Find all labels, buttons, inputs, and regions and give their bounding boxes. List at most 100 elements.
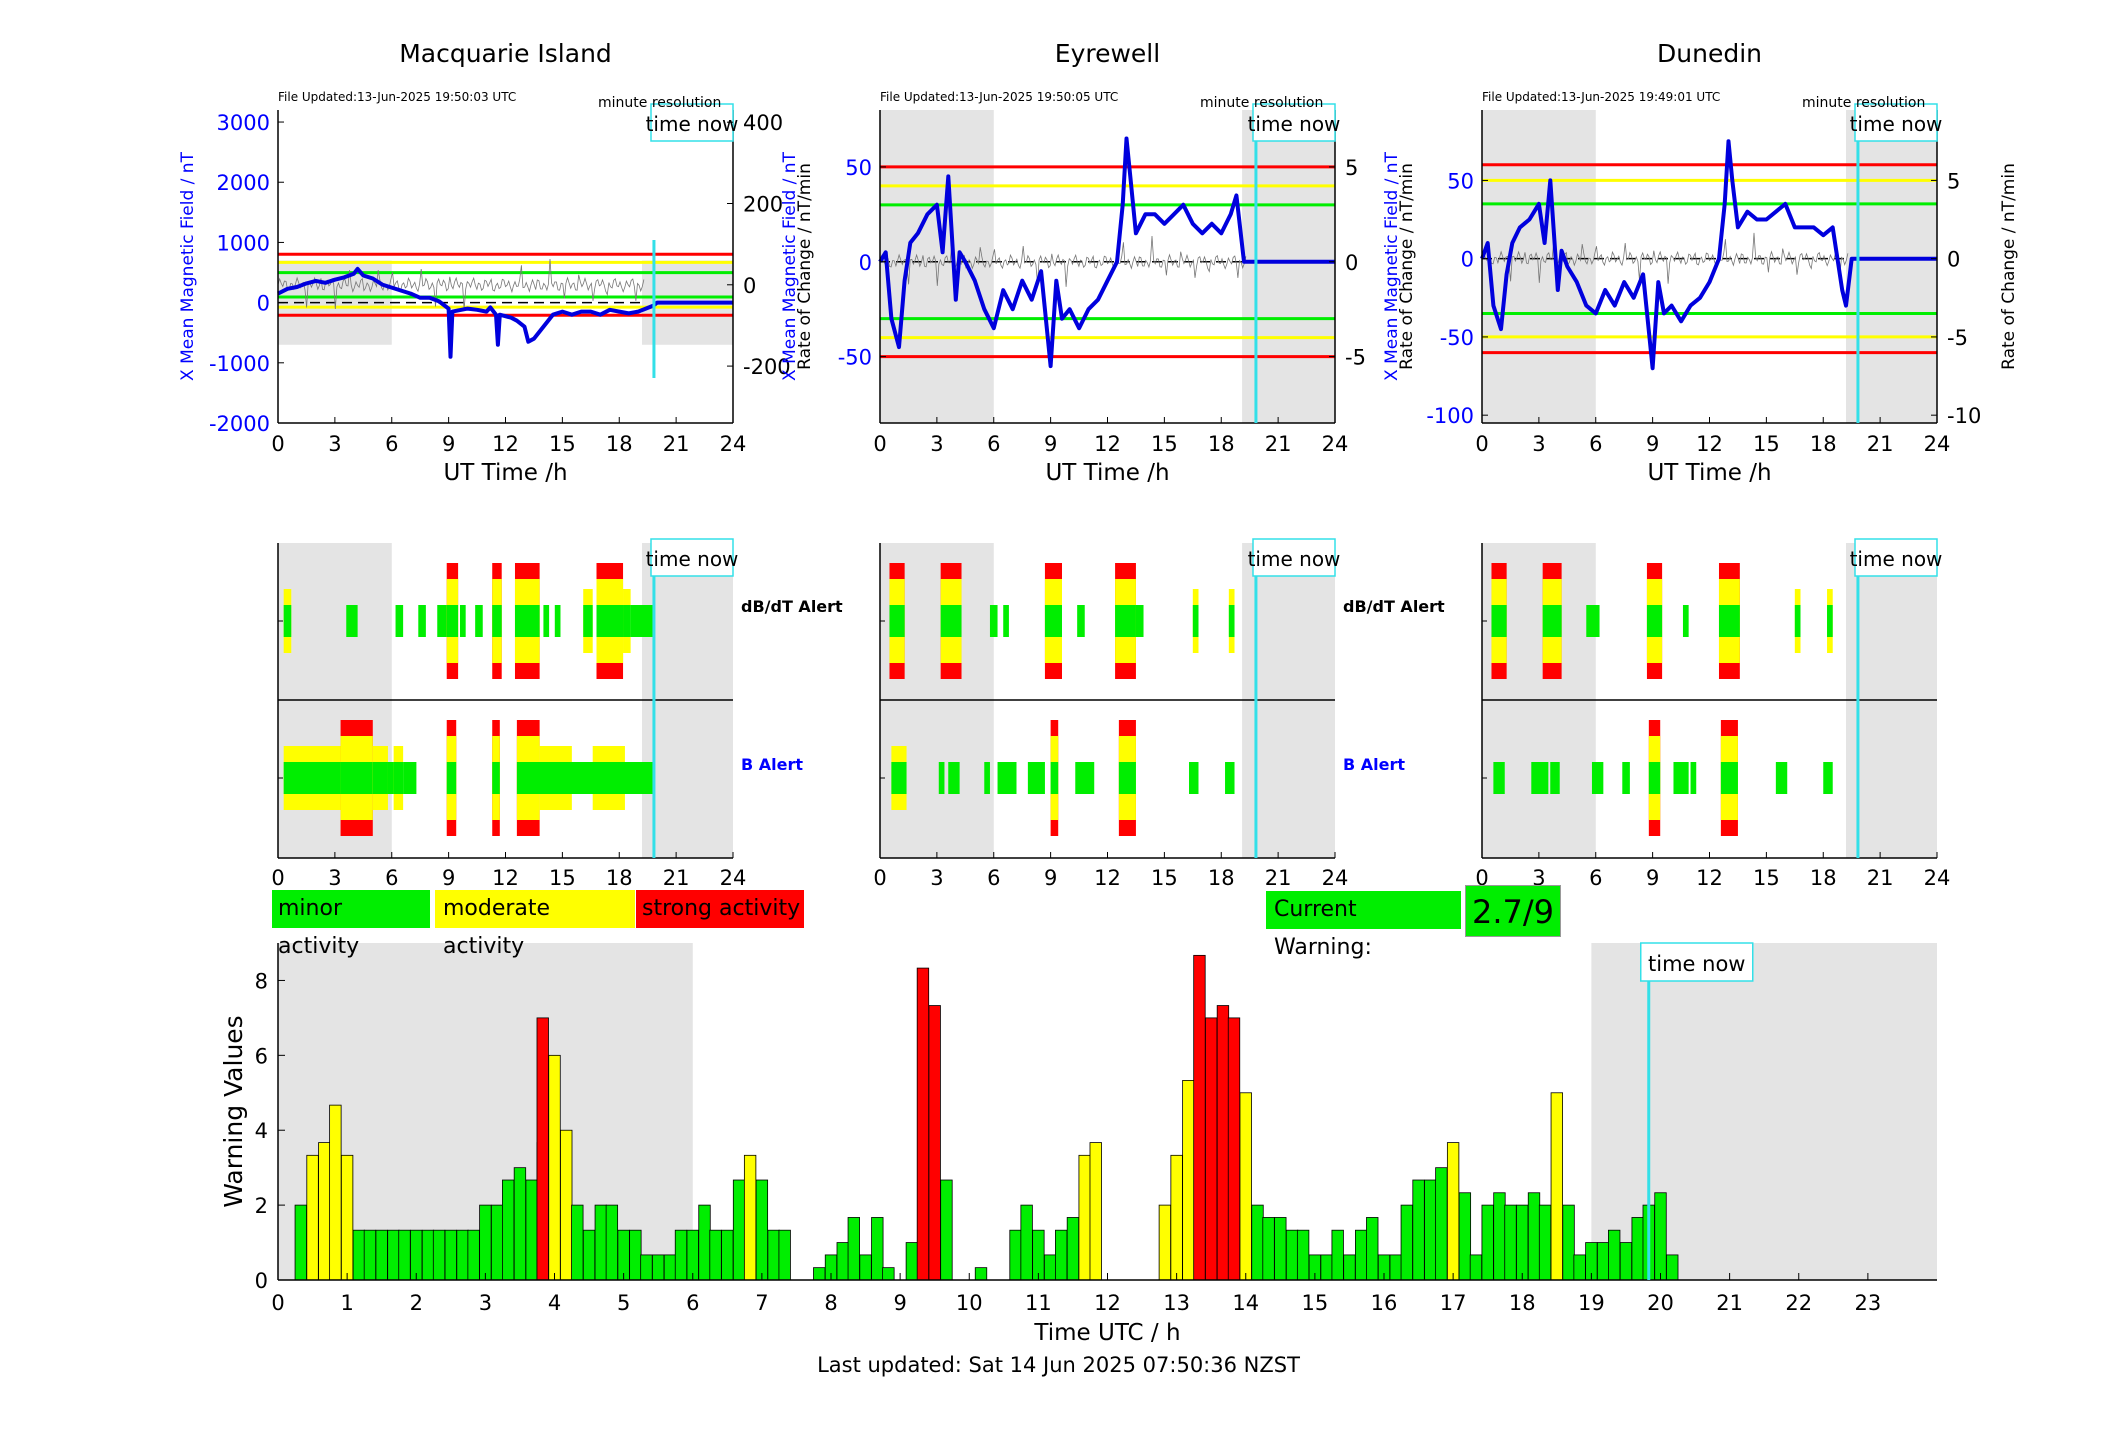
warning-bar <box>813 1267 826 1281</box>
alert-x-tick-label: 6 <box>987 866 1000 890</box>
warning-bar <box>1066 1217 1080 1281</box>
alert-now-label: time now <box>1850 547 1943 571</box>
warning-bar <box>318 1142 331 1281</box>
y-tick-label-right: 5 <box>1947 169 1960 193</box>
x-tick-label: 21 <box>663 432 690 456</box>
warning-bar <box>525 1179 538 1281</box>
chart-x-tick-label: 6 <box>686 1291 699 1315</box>
night-shading <box>1846 110 1937 423</box>
x-tick-label: 6 <box>987 432 1000 456</box>
y-tick-label-right: 0 <box>1947 248 1960 272</box>
field-trace <box>1480 139 1937 371</box>
chart-x-tick-label: 4 <box>548 1291 561 1315</box>
alert-block-minor <box>520 762 654 794</box>
warning-bar <box>1573 1254 1586 1281</box>
warning-bar <box>1216 1005 1230 1281</box>
now-label: time now <box>1850 112 1943 136</box>
warning-bar <box>340 1154 354 1281</box>
rate-trace <box>277 258 645 310</box>
warning-bar <box>778 1229 791 1281</box>
alert-block-minor <box>395 605 404 637</box>
y-axis-label-left: X Mean Magnetic Field / nT <box>1382 151 1402 381</box>
chart-x-tick-label: 15 <box>1302 1291 1329 1315</box>
warning-bar <box>732 1179 746 1281</box>
alert-block-minor <box>596 605 624 637</box>
chart-x-axis-label: Time UTC / h <box>1033 1320 1180 1346</box>
warning-bar <box>721 1229 734 1281</box>
warning-bar <box>467 1229 480 1281</box>
alert-block-minor <box>283 762 341 794</box>
chart-x-tick-label: 23 <box>1855 1291 1882 1315</box>
y-tick-label-left: -50 <box>838 346 872 370</box>
warning-bar <box>1285 1229 1299 1281</box>
alert-x-tick-label: 9 <box>442 866 455 890</box>
alert-x-tick-label: 15 <box>1151 866 1178 890</box>
y-tick-label-right: -10 <box>1947 404 1981 428</box>
alert-block-minor <box>543 605 550 637</box>
warning-bar <box>1182 1080 1195 1281</box>
chart-x-tick-label: 12 <box>1094 1291 1121 1315</box>
alert-block-minor <box>1794 605 1801 637</box>
alert-block-minor <box>1648 762 1661 794</box>
warning-bar <box>1078 1154 1091 1281</box>
warning-bar <box>767 1229 780 1281</box>
y-tick-label-left: 0 <box>257 292 270 316</box>
y-axis-label-right: Rate of Change / nT/min <box>1999 163 2019 370</box>
alert-block-minor <box>940 605 962 637</box>
chart-x-tick-label: 7 <box>755 1291 768 1315</box>
night-shading <box>880 110 994 423</box>
warning-bar <box>640 1254 653 1281</box>
warning-bar <box>605 1204 619 1281</box>
warning-bar <box>1562 1204 1575 1281</box>
warning-bar <box>836 1242 849 1281</box>
alert-x-tick-label: 24 <box>1322 866 1349 890</box>
x-tick-label: 0 <box>1475 432 1488 456</box>
warning-bar <box>1320 1254 1333 1281</box>
chart-x-tick-label: 9 <box>893 1291 906 1315</box>
alert-x-tick-label: 12 <box>1094 866 1121 890</box>
y-tick-label-left: 3000 <box>217 111 270 135</box>
warning-bar <box>1032 1229 1045 1281</box>
alert-x-tick-label: 18 <box>1810 866 1837 890</box>
dbdt-alert-label: dB/dT Alert <box>741 597 843 616</box>
y-tick-label-left: 1000 <box>217 231 270 255</box>
alert-x-tick-label: 0 <box>873 866 886 890</box>
x-tick-label: 3 <box>328 432 341 456</box>
warning-bar <box>363 1229 377 1281</box>
alert-block-minor <box>1823 762 1833 794</box>
warning-bar <box>940 1179 953 1281</box>
warning-bar <box>513 1167 527 1281</box>
alert-block-minor <box>1491 605 1507 637</box>
x-tick-label: 24 <box>1322 432 1349 456</box>
alert-x-tick-label: 18 <box>1208 866 1235 890</box>
warning-bar <box>674 1229 688 1281</box>
chart-x-tick-label: 3 <box>479 1291 492 1315</box>
y-tick-label-right: 0 <box>743 274 756 298</box>
alert-now-label: time now <box>646 547 739 571</box>
warning-bar <box>1458 1192 1472 1281</box>
warning-bar <box>1239 1092 1252 1281</box>
y-tick-label-right: 5 <box>1345 156 1358 180</box>
x-tick-label: 0 <box>271 432 284 456</box>
x-axis-label: UT Time /h <box>443 460 567 486</box>
alert-x-tick-label: 24 <box>720 866 747 890</box>
alert-block-minor <box>583 605 593 637</box>
chart-y-tick-label: 0 <box>255 1269 268 1293</box>
legend-strong: strong activity <box>636 890 804 928</box>
x-tick-label: 9 <box>442 432 455 456</box>
now-label: time now <box>646 112 739 136</box>
alert-block-minor <box>948 762 960 794</box>
station-title: Macquarie Island <box>399 39 612 68</box>
warning-bar <box>502 1179 515 1281</box>
y-axis-label-right: Rate of Change / nT/min <box>795 163 815 370</box>
alert-block-minor <box>554 605 561 637</box>
y-tick-label-right: -200 <box>743 355 791 379</box>
x-tick-label: 24 <box>1924 432 1951 456</box>
alert-block-minor <box>1050 762 1059 794</box>
warning-bar <box>1631 1217 1644 1281</box>
alert-block-minor <box>1027 762 1045 794</box>
chart-x-tick-label: 13 <box>1163 1291 1190 1315</box>
x-tick-label: 24 <box>720 432 747 456</box>
warning-bar <box>686 1229 699 1281</box>
